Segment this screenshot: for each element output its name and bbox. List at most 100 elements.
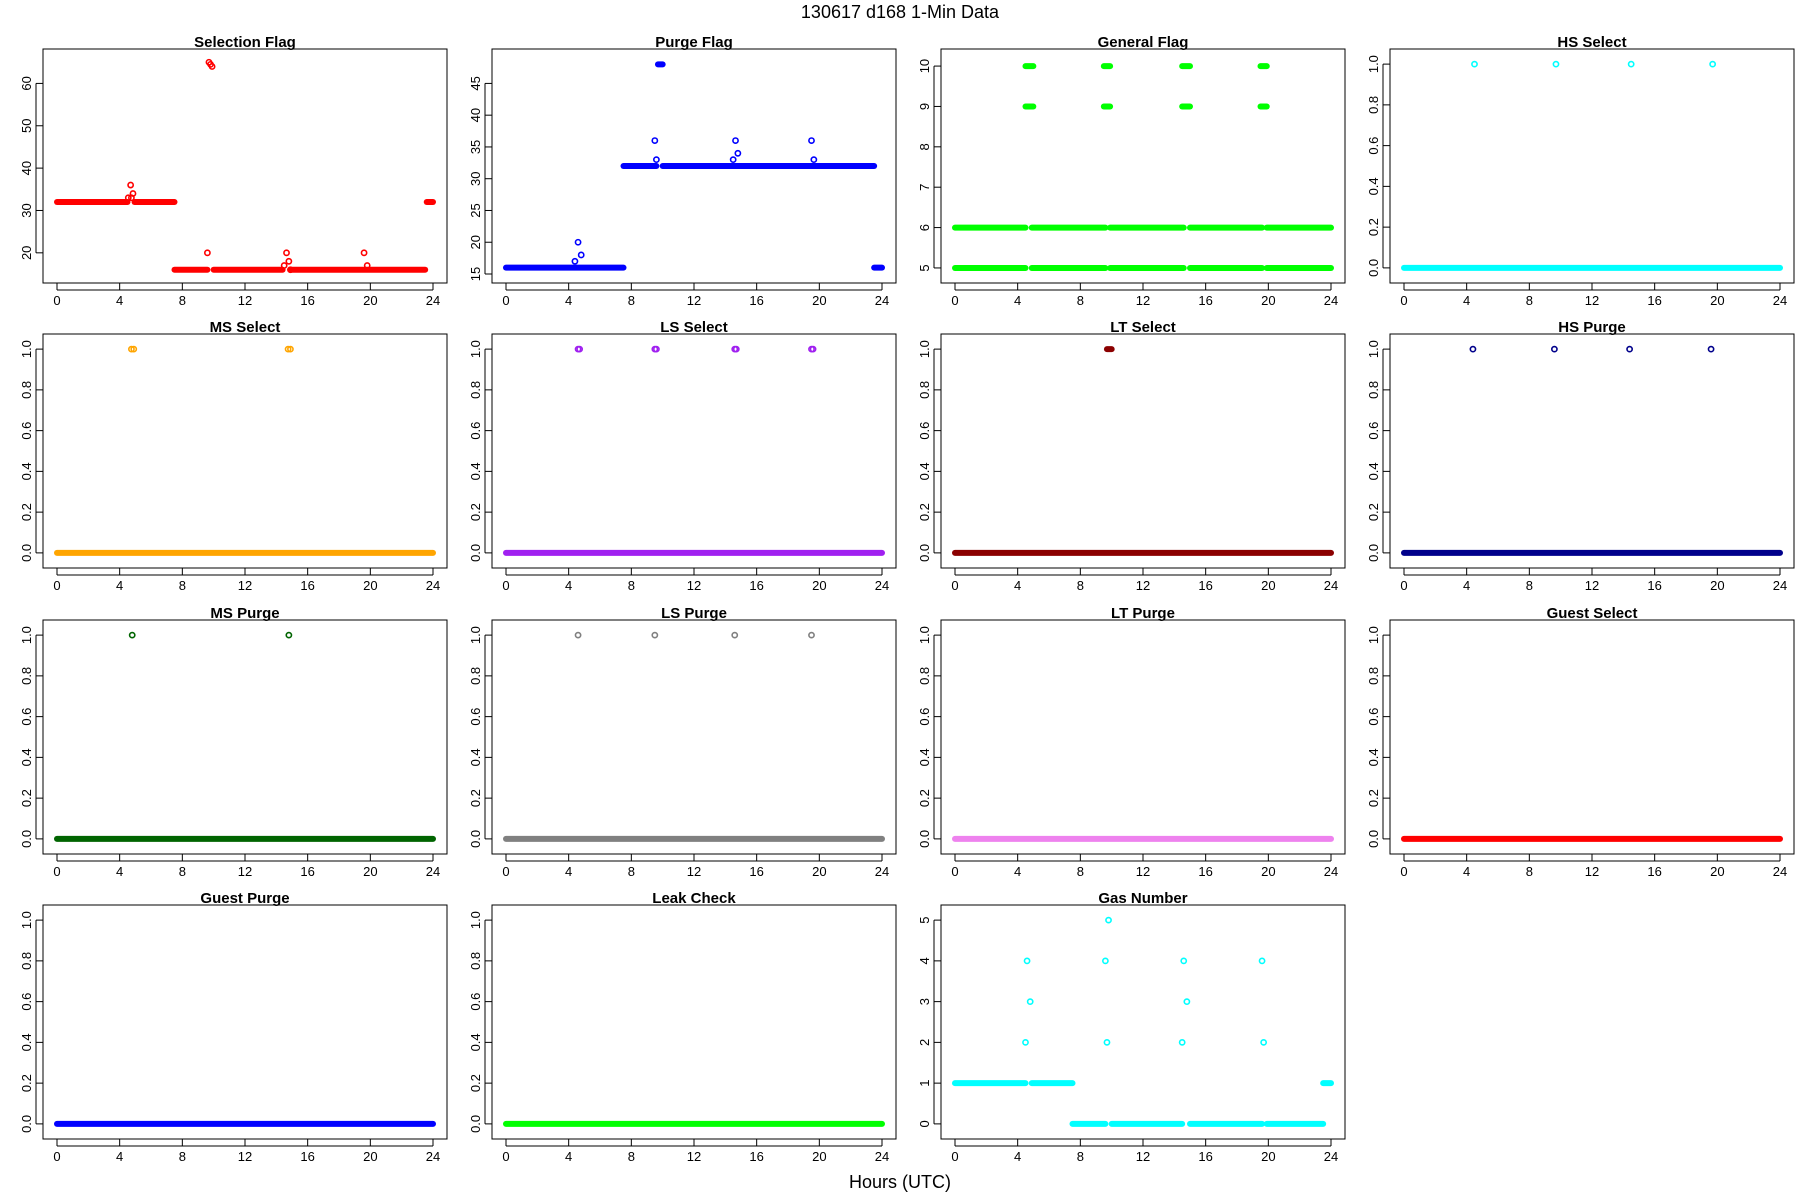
x-tick-label: 12	[687, 578, 701, 593]
x-tick-label: 12	[687, 864, 701, 879]
panel-title: LT Select	[1110, 319, 1176, 336]
x-tick-label: 4	[565, 293, 572, 308]
panel-title: General Flag	[1098, 34, 1189, 51]
y-tick-label: 0.0	[1366, 544, 1381, 562]
plot-frame	[491, 333, 897, 569]
y-tick-label: 45	[468, 76, 483, 90]
y-tick-label: 8	[917, 143, 932, 150]
x-tick-label: 8	[628, 1149, 635, 1164]
x-tick-label: 16	[1198, 578, 1212, 593]
panel-lt-purge: LT Purge 0 4 8 12 16 20 24 0.0 0.2 0.4 0.6 0.8 1.0	[917, 605, 1346, 879]
data-point	[653, 345, 660, 353]
x-tick-label: 16	[1647, 864, 1661, 879]
y-tick-label: 0.6	[468, 422, 483, 440]
data-point	[810, 156, 818, 164]
x-tick-label: 8	[1077, 1149, 1084, 1164]
x-tick-label: 12	[1136, 578, 1150, 593]
data-point	[732, 137, 739, 144]
data-point	[1626, 345, 1633, 353]
data-point	[127, 181, 135, 189]
data-point	[1707, 345, 1715, 353]
panel-selection-flag: Selection Flag 0 4 8 12 16 20 24 20 30 40 50 60	[19, 34, 448, 308]
y-tick-label: 0.2	[19, 503, 34, 521]
y-tick-label: 0.0	[1366, 830, 1381, 848]
y-tick-label: 1.0	[19, 340, 34, 358]
y-tick-label: 0.6	[1366, 137, 1381, 155]
x-tick-label: 8	[179, 1149, 186, 1164]
x-tick-label: 24	[426, 293, 440, 308]
y-tick-label: 9	[917, 103, 932, 110]
x-tick-label: 0	[53, 1149, 60, 1164]
plot-frame	[491, 619, 897, 855]
data-point	[1183, 998, 1191, 1006]
plot-frame	[1389, 619, 1795, 855]
data-point	[576, 345, 584, 353]
y-tick-label: 0.4	[1366, 748, 1381, 766]
data-point	[1103, 1038, 1111, 1046]
data-point	[1022, 1038, 1029, 1046]
y-tick-label: 0.8	[19, 952, 34, 970]
x-tick-label: 16	[300, 293, 314, 308]
x-tick-label: 12	[1136, 864, 1150, 879]
panel-title: LS Purge	[661, 605, 727, 622]
y-tick-label: 0.0	[917, 544, 932, 562]
panel-general-flag: General Flag 0 4 8 12 16 20 24 5 6 7 8 9 10	[917, 34, 1346, 308]
y-tick-label: 0.4	[468, 462, 483, 480]
y-tick-label: 0.4	[468, 1033, 483, 1051]
data-point	[287, 266, 294, 274]
x-tick-label: 16	[300, 864, 314, 879]
y-tick-label: 0.0	[468, 1115, 483, 1133]
x-tick-label: 4	[1014, 864, 1021, 879]
data-point	[571, 257, 579, 265]
data-point	[128, 345, 135, 353]
data-point	[283, 249, 290, 257]
x-tick-label: 0	[951, 1149, 958, 1164]
plot-frame	[940, 904, 1346, 1140]
data-point	[128, 631, 136, 639]
x-tick-label: 20	[812, 293, 826, 308]
data-point	[1469, 345, 1477, 353]
x-tick-label: 24	[1324, 864, 1338, 879]
x-tick-label: 20	[363, 578, 377, 593]
y-tick-label: 0.2	[1366, 503, 1381, 521]
y-tick-label: 40	[19, 161, 34, 175]
data-point	[653, 156, 660, 164]
x-tick-label: 24	[426, 864, 440, 879]
x-tick-label: 0	[1400, 293, 1407, 308]
panel-title: HS Purge	[1558, 319, 1626, 336]
y-tick-label: 0.0	[468, 830, 483, 848]
y-tick-label: 0.2	[468, 503, 483, 521]
panel-title: LT Purge	[1111, 605, 1175, 622]
x-tick-label: 8	[1077, 293, 1084, 308]
x-tick-label: 12	[1136, 1149, 1150, 1164]
panel-ms-select: MS Select 0 4 8 12 16 20 24 0.0 0.2 0.4 0.6 0.8 1.0	[19, 319, 448, 593]
x-tick-label: 4	[1463, 578, 1470, 593]
data-point	[287, 345, 294, 353]
x-tick-label: 0	[951, 578, 958, 593]
x-tick-label: 16	[749, 864, 763, 879]
data-point	[285, 257, 293, 265]
x-tick-label: 4	[565, 864, 572, 879]
x-tick-label: 0	[53, 864, 60, 879]
data-point	[808, 137, 815, 144]
y-tick-label: 0.2	[468, 789, 483, 807]
panel-ls-purge: LS Purge 0 4 8 12 16 20 24 0.0 0.2 0.4 0.6 0.8 1.0	[468, 605, 897, 879]
x-tick-label: 24	[875, 864, 889, 879]
x-tick-label: 4	[565, 1149, 572, 1164]
x-tick-label: 4	[116, 1149, 123, 1164]
y-tick-label: 6	[917, 224, 932, 231]
y-tick-label: 5	[917, 916, 932, 923]
data-point	[284, 345, 292, 353]
x-tick-label: 0	[951, 864, 958, 879]
y-tick-label: 40	[468, 108, 483, 122]
x-tick-label: 0	[502, 293, 509, 308]
x-tick-label: 12	[1585, 293, 1599, 308]
data-point	[1105, 916, 1112, 924]
data-point	[731, 631, 739, 639]
plot-frame	[42, 619, 448, 855]
x-axis-label: Hours (UTC)	[849, 1172, 951, 1192]
x-tick-label: 20	[812, 578, 826, 593]
y-tick-label: 5	[917, 264, 932, 271]
x-tick-label: 0	[502, 864, 509, 879]
x-tick-label: 24	[1324, 578, 1338, 593]
